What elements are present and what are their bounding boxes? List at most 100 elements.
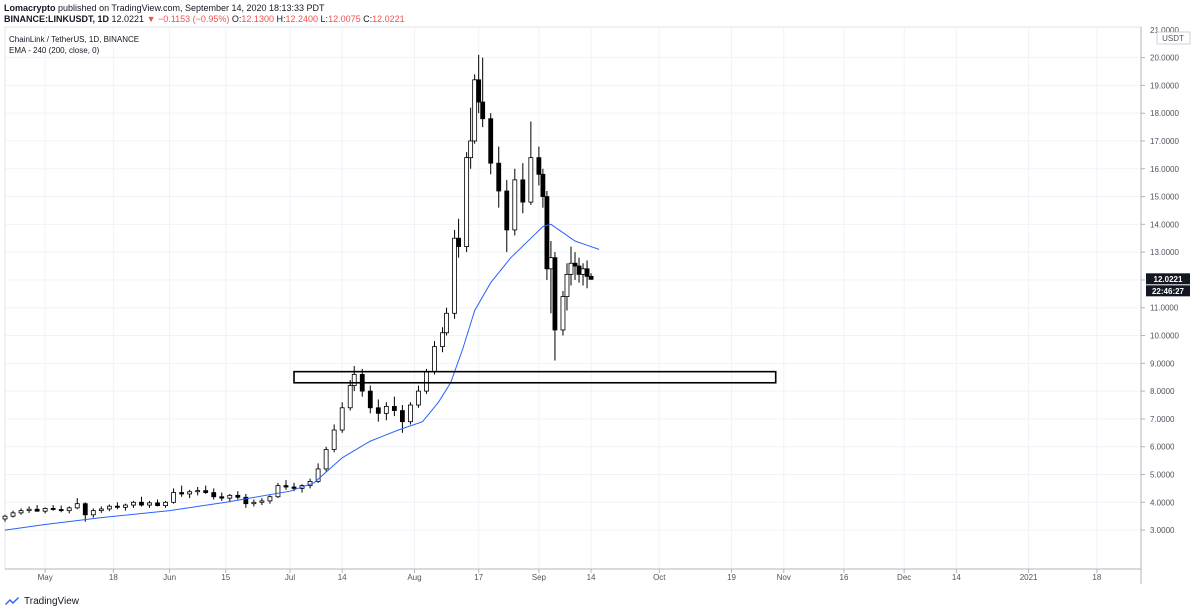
candle [456,218,461,258]
candle-body-up [339,407,345,431]
x-tick-label: Jul [285,573,295,582]
open-label: O: [231,14,242,24]
candle-body-down [203,490,209,493]
last-price-tag-text: 12.0221 [1154,275,1183,284]
candle [106,504,112,512]
support-zone-rectangle[interactable] [293,370,777,384]
candle [584,260,590,289]
x-tick-label: 18 [1092,573,1101,582]
price-tags: 12.0221 22:46:27 [1146,273,1190,297]
candle-body-down [50,508,56,510]
candle-body-up [315,468,321,482]
candle-body-up [106,505,112,510]
candles-group [2,54,594,522]
y-tick-label-top: 21.0000 [1150,26,1179,35]
candle-body-down [58,509,64,512]
candle-body-down [235,494,241,498]
x-tick-label: Oct [653,573,666,582]
candle-body-down [496,162,502,192]
candle-body-up [444,312,449,334]
y-tick-label: 11.0000 [1150,304,1179,313]
candle-body-down [504,190,510,231]
candle [472,74,478,144]
candle-body-up [42,508,48,512]
candle [331,424,337,453]
candle [58,505,64,513]
chart-pane [4,26,1142,570]
last-price: 12.0221 [111,14,145,24]
candle-body-down [399,410,405,423]
x-tick-label: Jun [163,573,176,582]
candle [520,163,526,214]
candle [568,246,574,286]
candle-body-up [163,501,168,507]
candle [552,252,558,361]
x-tick-label: 17 [474,573,483,582]
price-axis[interactable]: 3.0000 4.0000 5.0000 6.0000 7.0000 8.0000 9.00… [1141,26,1179,535]
candle [171,488,176,504]
currency-box[interactable] [1156,31,1191,45]
last-price-tag [1146,273,1190,285]
footer-brand[interactable]: TradingView [4,594,79,608]
candle-body-down [544,196,550,270]
time-axis[interactable]: May 18 Jun 15 Jul 14 Aug 17 Sep 14 Oct 19 Nov 16 Dec 14… [38,569,1102,582]
y-tick-label: 15.0000 [1150,193,1179,202]
candle-body-down [391,405,397,411]
candle [211,488,217,500]
candle-body-up [452,237,457,314]
close-value: 12.0221 [372,14,405,24]
candle-body-up [416,390,421,406]
candle [34,505,40,512]
candle-body-up [147,502,152,506]
candle [504,179,510,253]
candle [444,307,449,336]
ema-line [4,223,600,531]
candle [235,491,241,500]
y-tick-label: 17.0000 [1150,137,1179,146]
symbol-line: BINANCE:LINKUSDT, 1D 12.0221 ▼ −0.1153 (… [4,14,405,24]
candle [416,385,421,408]
candle [572,252,578,280]
currency-label: USDT [1162,34,1184,43]
candle [251,499,257,507]
candle [10,510,16,518]
candle [299,484,305,493]
brand-name: TradingView [24,595,80,607]
y-tick-label: 3.0000 [1150,526,1175,535]
candle-body-up [18,510,24,514]
candle-body-up [2,515,8,520]
candle [347,379,353,411]
candle [203,485,209,494]
candle [227,493,233,503]
candle-body-up [408,404,413,423]
candle-body-down [155,502,160,507]
candle [98,506,104,513]
candle-body-down [488,118,494,164]
candle [123,503,128,511]
candle [488,113,494,175]
candle-body-down [480,101,486,120]
candle [2,514,8,522]
close-label: C: [363,14,373,24]
candle [480,57,486,128]
y-tick-label: 16.0000 [1150,165,1179,174]
y-tick-label: 4.0000 [1150,498,1175,507]
x-tick-label: Nov [777,573,791,582]
candle [163,500,168,508]
candle-body-up [347,385,353,409]
y-tick-label: 18.0000 [1150,109,1179,118]
candle-body-up [195,490,201,493]
candle-body-down [552,257,558,331]
candle-body-down [536,157,542,175]
candle-body-up [568,262,574,275]
candle-body-up [424,371,429,392]
candle [408,402,413,425]
candle-body-down [576,265,582,275]
candle [259,498,265,506]
candle-body-up [275,485,281,498]
author-name[interactable]: Lomacrypto [4,3,56,13]
candle-body-down [540,173,546,197]
candle-body-down [114,505,120,508]
y-tick-label: 5.0000 [1150,470,1175,479]
